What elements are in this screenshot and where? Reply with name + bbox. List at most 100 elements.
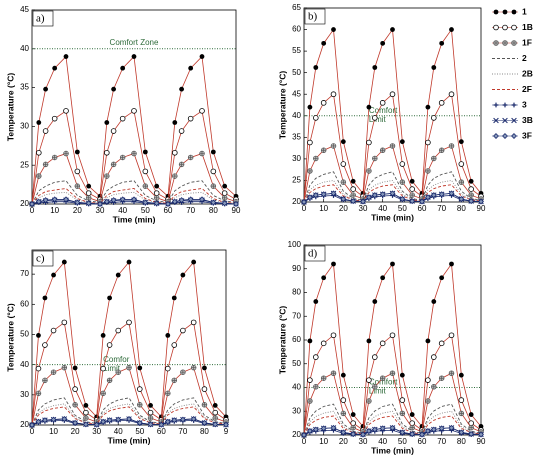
marker [409, 198, 416, 205]
marker [425, 398, 431, 404]
marker [307, 104, 313, 110]
y-tick-label: 25 [20, 160, 29, 169]
marker [438, 147, 445, 154]
x-tick-label: 80 [200, 427, 209, 436]
marker [320, 191, 327, 198]
series-line [303, 171, 482, 203]
marker [201, 419, 208, 426]
marker [320, 340, 327, 347]
marker [320, 375, 327, 381]
marker [106, 377, 113, 384]
series-line [303, 372, 482, 436]
series-line [31, 418, 227, 426]
marker [448, 190, 455, 197]
marker [399, 139, 405, 145]
marker [313, 384, 319, 390]
marker [212, 409, 219, 416]
marker [126, 364, 132, 371]
marker [439, 275, 445, 281]
marker [419, 431, 425, 438]
marker [424, 427, 431, 434]
marker [312, 426, 319, 433]
marker [147, 421, 154, 428]
marker [72, 386, 78, 392]
marker [431, 155, 437, 162]
marker [119, 115, 126, 122]
marker [63, 150, 69, 157]
x-tick-label: 70 [178, 427, 187, 436]
marker [330, 370, 337, 376]
marker [93, 421, 100, 428]
marker [85, 195, 92, 201]
x-tick-label: 60 [418, 437, 427, 446]
marker [42, 295, 48, 301]
marker [52, 65, 58, 71]
marker [190, 364, 197, 371]
marker [147, 409, 154, 416]
marker [29, 422, 35, 428]
marker [72, 402, 78, 408]
marker [330, 332, 337, 339]
marker [350, 198, 357, 205]
marker [171, 198, 178, 205]
marker [221, 190, 228, 196]
marker [74, 199, 81, 206]
x-tick-label: 20 [73, 206, 82, 215]
marker [372, 155, 378, 162]
series-line [31, 420, 227, 426]
marker [131, 196, 137, 203]
annotation: Limit [369, 115, 387, 124]
x-tick-label: 50 [398, 204, 407, 213]
x-tick-label: 0 [302, 437, 307, 446]
legend-label: 3 [522, 99, 527, 109]
marker [350, 412, 356, 417]
x-tick-label: 30 [92, 427, 101, 436]
marker [180, 369, 186, 375]
marker [430, 115, 437, 121]
marker [511, 117, 517, 124]
marker [307, 139, 313, 146]
marker [448, 332, 455, 339]
panel-label: a) [36, 13, 45, 25]
y-axis-label: Temperature (°C) [5, 73, 15, 142]
marker [399, 179, 406, 185]
marker [171, 342, 178, 348]
marker [199, 150, 205, 157]
marker [468, 192, 474, 198]
marker [350, 431, 357, 438]
marker [399, 429, 406, 436]
marker [86, 183, 92, 189]
marker [35, 365, 42, 372]
y-tick-label: 40 [292, 383, 301, 392]
y-tick-label: 30 [292, 154, 301, 163]
marker [51, 272, 56, 278]
legend-label: 3B [522, 115, 533, 125]
marker [372, 384, 378, 390]
x-tick-label: 20 [71, 427, 80, 436]
marker [83, 402, 89, 408]
marker [320, 100, 327, 106]
marker [126, 319, 132, 326]
marker [190, 319, 197, 326]
marker [502, 102, 508, 108]
marker [425, 104, 431, 110]
x-tick-label: 10 [319, 204, 328, 213]
marker [330, 143, 337, 149]
marker [74, 168, 81, 175]
marker [100, 365, 106, 372]
marker [172, 173, 178, 179]
marker [50, 416, 57, 423]
series-line [31, 198, 237, 205]
marker [42, 342, 48, 348]
marker [41, 417, 48, 424]
marker [190, 416, 197, 422]
x-axis-label: Time (min) [108, 435, 151, 445]
y-tick-label: 45 [292, 89, 301, 98]
x-tick-label: 80 [457, 204, 466, 213]
plot-frame [31, 249, 227, 426]
x-tick-label: 30 [96, 206, 105, 215]
marker [389, 190, 396, 197]
x-tick-label: 60 [418, 204, 427, 213]
marker [202, 365, 207, 371]
marker [371, 354, 378, 360]
